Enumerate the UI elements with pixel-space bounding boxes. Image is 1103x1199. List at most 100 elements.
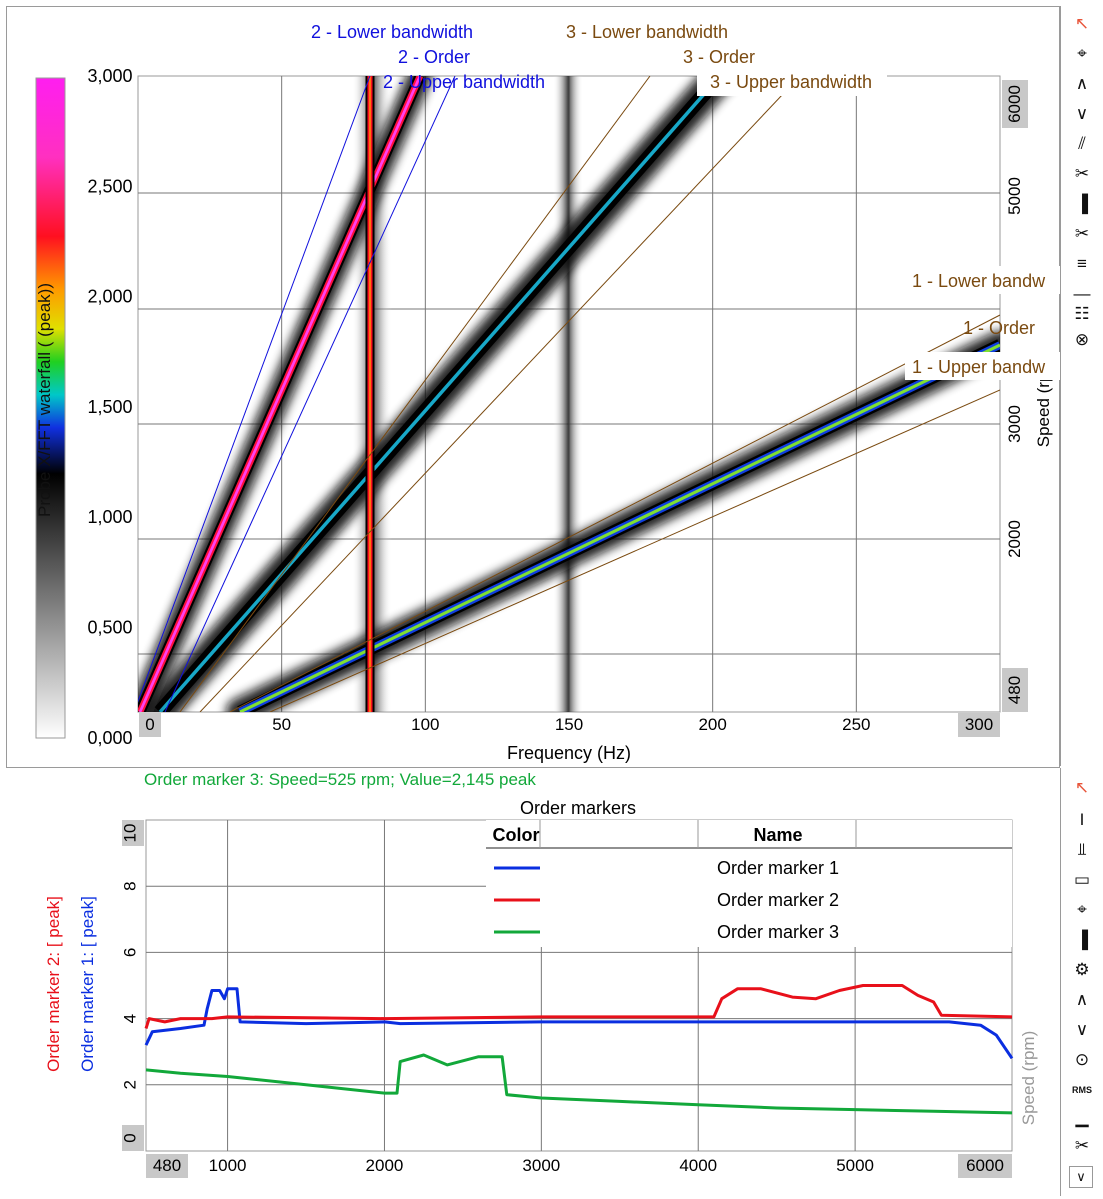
legend-table: Color Name Order marker 1 Order marker 2 O…: [486, 820, 1012, 947]
ylabel-order1: Order marker 1: [ peak]: [78, 896, 97, 1072]
colorbar-tick: 2,500: [87, 176, 132, 196]
order-y-tick-label: 4: [120, 1014, 139, 1023]
grid-icon[interactable]: ☷: [1074, 304, 1090, 323]
order-chart-title: Order markers: [520, 798, 636, 818]
colorbar-tick: 1,000: [87, 507, 132, 527]
rms-icon[interactable]: RMS: [1072, 1085, 1092, 1095]
o3-upper-bg: [697, 68, 887, 96]
o3-upper-line: [199, 76, 801, 712]
o2-upper-line: [164, 76, 456, 712]
status-text: Order marker 3: Speed=525 rpm; Value=2,1…: [144, 770, 536, 789]
order-y-tick-label: 0: [120, 1133, 139, 1142]
speed-tick-label: 2000: [1005, 520, 1024, 558]
legend-entry: Order marker 1: [717, 858, 839, 878]
scissors-icon[interactable]: ✂: [1074, 164, 1090, 183]
waterfall-x-ticks: 50 100 150 200 250: [272, 715, 870, 734]
crosshair-icon[interactable]: ⌖: [1077, 900, 1087, 919]
o3-lower-label[interactable]: 3 - Lower bandwidth: [566, 22, 728, 42]
speed-min-label: 480: [1005, 676, 1024, 704]
chevron-up-icon[interactable]: ∧: [1075, 74, 1089, 93]
colorbar-tick: 1,500: [87, 397, 132, 417]
speed-tick-label: 5000: [1005, 177, 1024, 215]
x-tick-label: 100: [411, 715, 439, 734]
x-tick-label: 150: [555, 715, 583, 734]
x-tick-label: 200: [698, 715, 726, 734]
o2-order-label[interactable]: 2 - Order: [398, 47, 470, 67]
target-icon[interactable]: ⊙: [1074, 1050, 1090, 1069]
speed-ticks: 5000 3000 2000: [1005, 177, 1024, 558]
text-cursor-icon[interactable]: I: [1079, 810, 1085, 829]
order-x-tick-label: 1000: [209, 1156, 247, 1175]
o1-lower-bg: [908, 266, 1060, 294]
speed-max-box-bottom: [958, 1154, 1012, 1178]
bars-icon[interactable]: ▐: [1075, 194, 1089, 213]
order-x-ticks: 1000 2000 3000 4000 5000: [209, 1156, 874, 1175]
colorbar-tick: 0,500: [87, 618, 132, 638]
order-x-tick-label: 4000: [679, 1156, 717, 1175]
gear-icon[interactable]: ⚙: [1074, 960, 1090, 979]
band-150hz: [553, 76, 583, 712]
o1-order-label[interactable]: 1 - Order: [963, 318, 1035, 338]
ruler-icon[interactable]: ▭: [1073, 870, 1091, 889]
speed-max-box: [1002, 80, 1028, 128]
o2-lower-label[interactable]: 2 - Lower bandwidth: [311, 22, 473, 42]
o1-lower-label[interactable]: 1 - Lower bandw: [912, 271, 1046, 291]
order-y-tick-label: 8: [120, 881, 139, 890]
marker-icon[interactable]: ⫫: [1077, 840, 1087, 859]
o3-order-label[interactable]: 3 - Order: [683, 47, 755, 67]
colorbar-label: Probe X/FFT waterfall ( (peak)): [35, 283, 54, 517]
series-line-order-marker-3: [145, 1053, 1013, 1115]
legend-entry: Order marker 3: [717, 922, 839, 942]
ylabel-order2: Order marker 2: [ peak]: [44, 896, 63, 1072]
scissors-icon[interactable]: ✂: [1074, 1136, 1090, 1155]
order-toolbar: ↖ I ⫫ ▭ ⌖ ▐ ⚙ ∧ ∨ ⊙ RMS ▁ ✂ ∨: [1060, 768, 1101, 1196]
o2-upper-label[interactable]: 2 - Upper bandwidth: [383, 72, 545, 92]
x-tick-label: 50: [272, 715, 291, 734]
o1-upper-label[interactable]: 1 - Upper bandw: [912, 357, 1046, 377]
horizontal-bars-icon[interactable]: ≡: [1077, 254, 1087, 273]
speed-tick-label: 3000: [1005, 405, 1024, 443]
waterfall-panel: [6, 6, 1060, 768]
order-y-ticks: 10 8 6 4 2 0: [120, 820, 144, 1151]
chevron-up-icon[interactable]: ∧: [1075, 990, 1089, 1009]
o1-lower-line: [229, 314, 1000, 712]
close-circle-icon[interactable]: ⊗: [1074, 330, 1090, 349]
order-x-tick-label: 5000: [836, 1156, 874, 1175]
x-axis-label: Frequency (Hz): [507, 743, 631, 763]
bars-icon[interactable]: ▐: [1075, 930, 1089, 949]
ridge-order3: [144, 76, 736, 712]
order-x-max-label: 6000: [966, 1156, 1004, 1175]
order-lines-icon[interactable]: ⫽: [1078, 134, 1086, 153]
chevron-down-icon[interactable]: ∨: [1075, 104, 1089, 123]
colorbar: [35, 77, 66, 739]
x-tick-label: 250: [842, 715, 870, 734]
order-x-axis-label: Speed (rpm): [1019, 1031, 1038, 1125]
waterfall-chart[interactable]: Probe X/FFT waterfall ( (peak)) 3,000 2,5…: [0, 0, 1060, 768]
order-y-tick-label: 2: [120, 1080, 139, 1089]
series-line-order-marker-2: [144, 984, 1013, 1029]
chevron-down-icon[interactable]: ∨: [1075, 1020, 1089, 1039]
colorbar-tick: 2,000: [87, 287, 132, 307]
scroll-down-icon[interactable]: ∨: [1069, 1166, 1093, 1188]
o1-upper-line: [269, 389, 1000, 712]
crosshair-icon[interactable]: ⌖: [1077, 44, 1087, 63]
order-series: [144, 984, 1014, 1115]
order-x-min-label: 480: [153, 1156, 181, 1175]
waterfall-toolbar: ↖ ⌖ ∧ ∨ ⫽ ✂ ▐ ✂ ≡ ― ☷ ⊗: [1060, 6, 1101, 766]
legend-name-header: Name: [753, 825, 802, 845]
order-marker-chart[interactable]: Order markers Color Name Order marker 1 O…: [0, 768, 1060, 1198]
x-max-box: [958, 713, 1000, 737]
legend-entry: Order marker 2: [717, 890, 839, 910]
pointer-icon[interactable]: ↖: [1074, 14, 1090, 33]
speed-min-box-bottom: [146, 1154, 188, 1178]
order-y-tick-label: 10: [120, 824, 139, 843]
minus-icon[interactable]: ―: [1073, 284, 1091, 303]
colorbar-tick: 3,000: [87, 66, 132, 86]
o3-upper-label[interactable]: 3 - Upper bandwidth: [710, 72, 872, 92]
order-y-tick-label: 6: [120, 948, 139, 957]
pointer-icon[interactable]: ↖: [1074, 778, 1090, 797]
order-x-tick-label: 2000: [366, 1156, 404, 1175]
histogram-icon[interactable]: ▁: [1075, 1108, 1089, 1127]
cut-icon[interactable]: ✂: [1074, 224, 1090, 243]
